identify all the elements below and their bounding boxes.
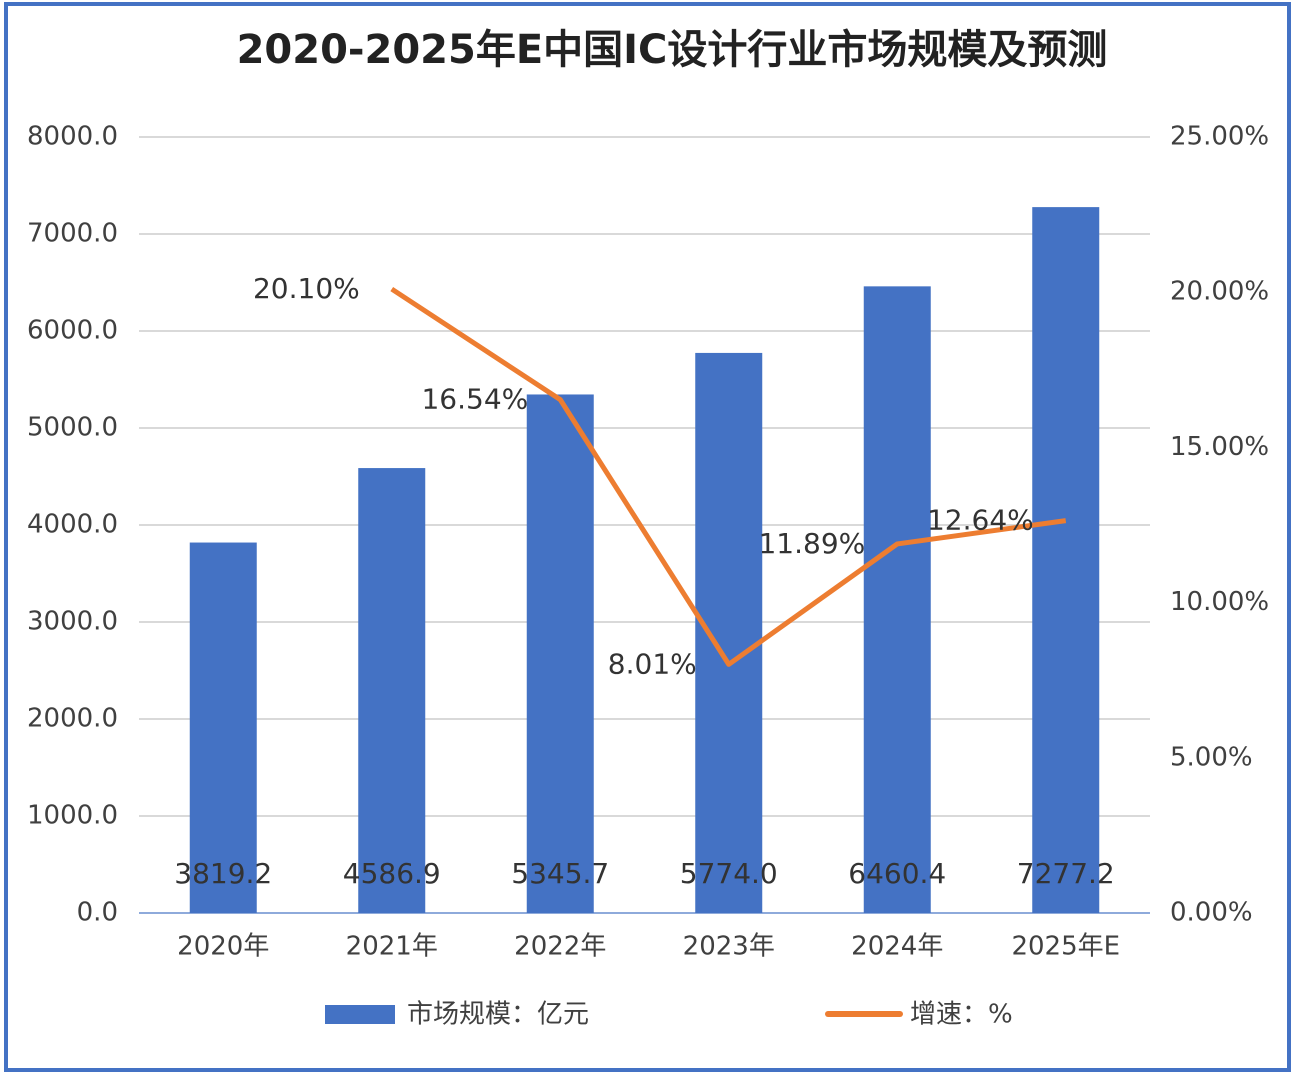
- y2-tick-label: 20.00%: [1170, 277, 1269, 307]
- x-tick-label: 2020年: [177, 932, 269, 962]
- x-tick-label: 2022年: [514, 932, 606, 962]
- bar-value-label: 6460.4: [848, 857, 946, 890]
- bar: [1032, 207, 1100, 914]
- y-tick-label: 7000.0: [27, 219, 118, 249]
- y-tick-label: 2000.0: [27, 704, 118, 734]
- x-tick-label: 2023年: [683, 932, 775, 962]
- legend-label: 市场规模：亿元: [407, 1000, 589, 1030]
- line-value-label: 11.89%: [758, 527, 865, 560]
- bar-value-label: 5774.0: [680, 857, 778, 890]
- y-tick-label: 1000.0: [27, 801, 118, 831]
- bar-value-label: 5345.7: [511, 857, 609, 890]
- y2-tick-label: 0.00%: [1170, 898, 1253, 928]
- y2-tick-label: 5.00%: [1170, 742, 1253, 772]
- x-tick-label: 2024年: [851, 932, 943, 962]
- bar-value-label: 3819.2: [174, 857, 272, 890]
- y-tick-label: 4000.0: [27, 510, 118, 540]
- y2-tick-label: 10.00%: [1170, 587, 1269, 617]
- line-value-label: 12.64%: [927, 504, 1034, 537]
- bar-value-label: 7277.2: [1017, 857, 1115, 890]
- line-value-label: 20.10%: [253, 272, 360, 305]
- y-tick-label: 0.0: [77, 898, 118, 928]
- x-tick-label: 2025年E: [1011, 932, 1120, 962]
- y-tick-label: 3000.0: [27, 607, 118, 637]
- bar: [863, 286, 931, 913]
- y-tick-label: 6000.0: [27, 316, 118, 346]
- bar-value-label: 4586.9: [343, 857, 441, 890]
- bar: [189, 542, 257, 913]
- y-tick-label: 5000.0: [27, 413, 118, 443]
- x-tick-label: 2021年: [346, 932, 438, 962]
- y2-tick-label: 25.00%: [1170, 122, 1269, 152]
- bar: [695, 352, 763, 913]
- bar: [358, 468, 426, 913]
- chart-title: 2020-2025年E中国IC设计行业市场规模及预测: [237, 27, 1108, 73]
- bar: [526, 394, 594, 913]
- legend-label: 增速：%: [910, 1000, 1013, 1030]
- line: [390, 287, 1067, 667]
- legend-swatch: [325, 1005, 395, 1024]
- y2-tick-label: 15.00%: [1170, 432, 1269, 462]
- y-tick-label: 8000.0: [27, 122, 118, 152]
- line-value-label: 16.54%: [421, 383, 528, 416]
- line-value-label: 8.01%: [608, 647, 697, 680]
